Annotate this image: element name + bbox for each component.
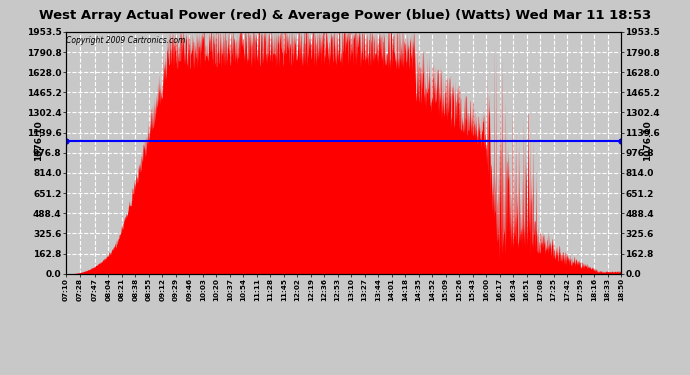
Text: 1076.10: 1076.10	[643, 120, 652, 161]
Text: Copyright 2009 Cartronics.com: Copyright 2009 Cartronics.com	[66, 36, 186, 45]
Text: 1076.10: 1076.10	[34, 120, 43, 161]
Text: West Array Actual Power (red) & Average Power (blue) (Watts) Wed Mar 11 18:53: West Array Actual Power (red) & Average …	[39, 9, 651, 22]
